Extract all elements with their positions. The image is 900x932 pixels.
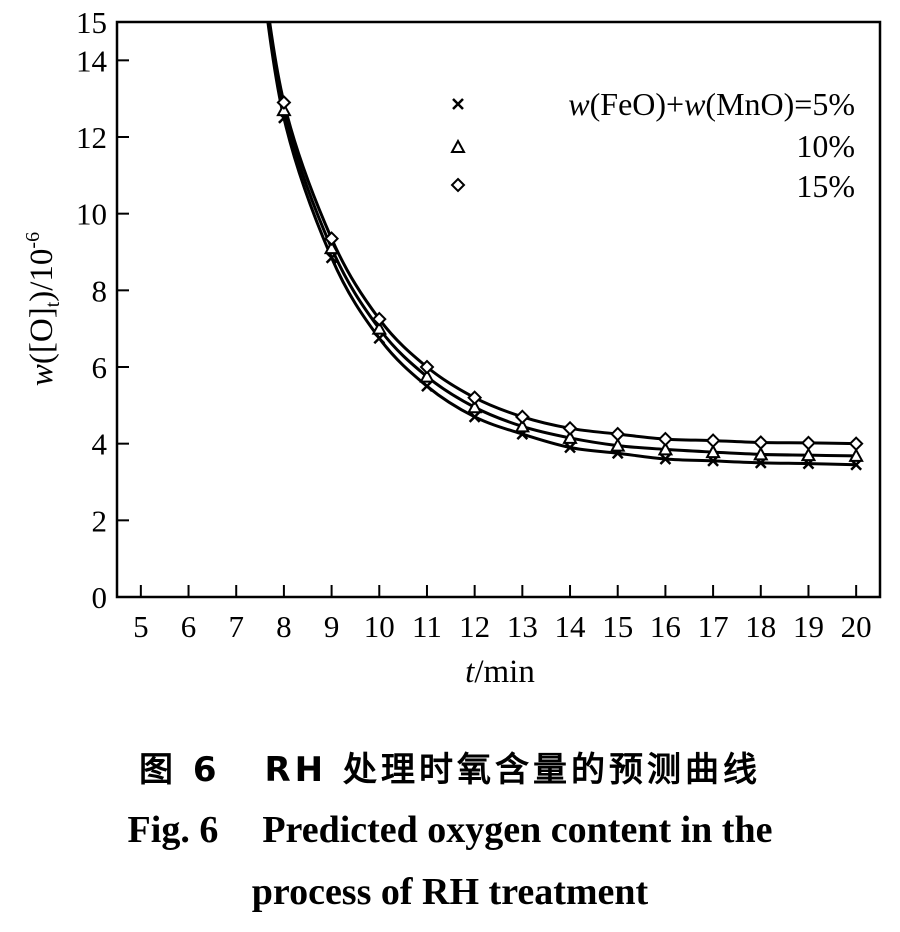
plot-frame [115, 20, 882, 599]
x-tick-label: 19 [793, 609, 824, 644]
data-point-s3 [324, 231, 340, 246]
y-axis-title: w([O]t)/10-6 [22, 232, 64, 386]
y-tick-label: 14 [76, 43, 108, 78]
data-point-s3 [514, 409, 530, 425]
data-point-s3 [657, 431, 673, 447]
data-point-s2 [610, 437, 626, 452]
x-tick-label: 8 [276, 609, 292, 644]
data-point-s2 [705, 444, 721, 459]
data-point-s3 [801, 435, 816, 451]
data-point-s3 [562, 420, 578, 436]
series-markers [276, 95, 864, 471]
x-tick-label: 15 [602, 609, 633, 644]
x-tick-label: 14 [555, 609, 587, 644]
data-point-s1 [659, 453, 672, 465]
caption-chinese: 图 6 RH 处理时氧含量的预测曲线 [0, 742, 900, 791]
caption-chinese-text: RH 处理时氧含量的预测曲线 [264, 750, 761, 790]
x-tick-label: 6 [181, 609, 197, 644]
data-point-s2 [419, 368, 435, 383]
x-tick-label: 16 [650, 609, 681, 644]
series-line-1 [266, 22, 857, 467]
y-tick-label: 8 [92, 273, 108, 308]
legend: w(FeO)+w(MnO)=5% 10% 15% [568, 86, 855, 204]
x-tick-label: 17 [698, 609, 729, 644]
data-point-s1 [373, 332, 386, 345]
caption-english-text-1: Predicted oxygen content in the [262, 809, 773, 851]
y-tick-label: 10 [76, 197, 107, 232]
legend-symbol-1 [452, 98, 464, 110]
data-point-s3 [419, 359, 435, 375]
legend-symbol-3 [450, 177, 466, 193]
y-tick-label: 0 [92, 580, 108, 615]
data-point-s1 [325, 251, 338, 264]
caption-english-number: Fig. 6 [127, 809, 219, 851]
data-point-s2 [657, 441, 674, 456]
data-point-s2 [323, 240, 340, 255]
y-tick-label: 6 [92, 350, 108, 385]
y-tick-label: 15 [76, 5, 107, 40]
x-axis-title: t/min [465, 654, 535, 690]
data-point-s3 [705, 433, 721, 449]
data-point-s2 [514, 418, 531, 433]
data-point-s3 [276, 95, 292, 110]
x-tick-label: 13 [507, 609, 538, 644]
data-point-s3 [848, 436, 864, 452]
legend-label-10pct: 10% [796, 128, 855, 164]
data-point-s3 [371, 311, 387, 327]
x-axis-ticks: 5 6 7 8 9 10 11 12 13 14 15 16 17 18 19 20 [133, 585, 872, 644]
data-point-s2 [848, 447, 864, 462]
data-point-s3 [467, 390, 483, 406]
legend-symbols [450, 98, 466, 193]
caption-chinese-number: 图 6 [139, 750, 221, 790]
data-point-s2 [753, 446, 769, 461]
series-line-3 [268, 22, 857, 446]
series-line-2 [267, 22, 857, 458]
data-point-s2 [562, 429, 578, 444]
y-tick-label: 12 [76, 120, 107, 155]
legend-label-15pct: 15% [796, 168, 855, 204]
series-curves [266, 22, 857, 467]
data-point-s1 [564, 441, 576, 454]
y-tick-label: 4 [92, 427, 108, 462]
data-point-s2 [371, 320, 387, 335]
caption-english-line2: process of RH treatment [251, 871, 649, 913]
x-tick-label: 12 [459, 609, 490, 644]
x-tick-label: 7 [228, 609, 244, 644]
data-point-s2 [466, 399, 483, 414]
y-tick-label: 2 [92, 503, 108, 538]
data-point-s3 [753, 435, 769, 450]
legend-label-5pct: w(FeO)+w(MnO)=5% [568, 86, 855, 122]
x-tick-label: 18 [745, 609, 776, 644]
caption-english-line1: Fig. 6 Predicted oxygen content in the [0, 808, 900, 852]
legend-symbol-2 [450, 138, 466, 153]
x-tick-label: 10 [364, 609, 395, 644]
data-point-s2 [800, 447, 817, 462]
data-point-s1 [468, 410, 481, 423]
x-tick-label: 20 [841, 609, 872, 644]
data-point-s3 [610, 426, 626, 442]
x-tick-label: 5 [133, 609, 149, 644]
data-point-s1 [421, 380, 433, 393]
x-tick-label: 11 [412, 609, 442, 644]
x-tick-label: 9 [324, 609, 340, 644]
